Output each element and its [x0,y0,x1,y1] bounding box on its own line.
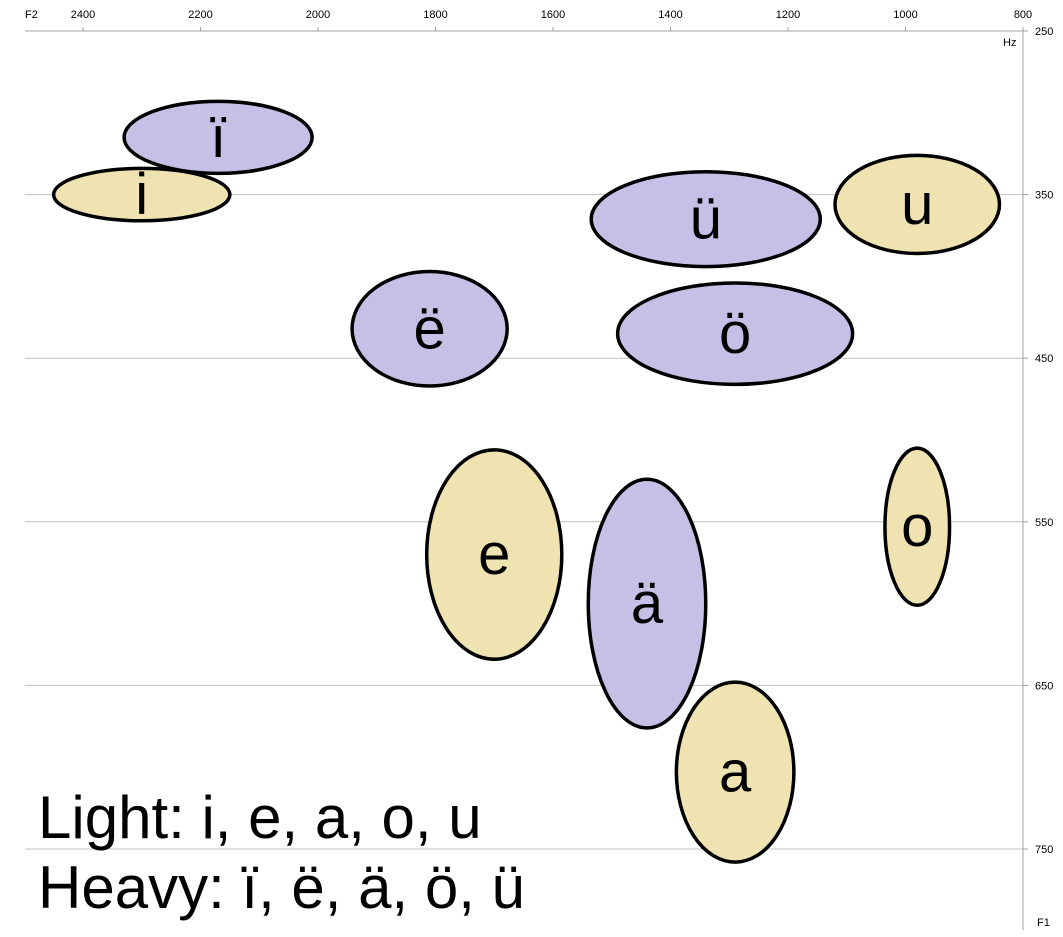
x-tick-label-2000: 2000 [306,9,330,21]
vowel-label: u [901,172,933,237]
x-tick-label-800: 800 [1014,9,1032,21]
vowel-label: ä [631,571,664,636]
vowel-light-u: u [833,153,1002,256]
y-tick-label-450: 450 [1035,353,1053,365]
vowel-label: o [901,494,933,559]
vowel-heavy-ï: ï [122,99,314,176]
vowel-label: e [478,522,510,587]
x-axis-ticks: 2400 2200 2000 1800 1600 1400 1200 1000 800 [71,9,1032,31]
y-tick-label-350: 350 [1035,190,1053,202]
vowel-ellipse [424,448,564,661]
x-tick-label-1400: 1400 [658,9,682,21]
y-axis-ticks: 250 350 450 550 650 750 [1023,26,1053,856]
vowel-heavy-ë: ë [350,269,509,388]
vowel-label: ï [210,105,226,170]
vowel-light-a: a [674,680,796,864]
x-tick-label-1800: 1800 [423,9,447,21]
legend: Light: i, e, a, o, u Heavy: ï, ë, ä, ö, … [38,784,525,921]
y-tick-label-250: 250 [1035,26,1053,38]
vowel-label: a [719,740,752,805]
vowel-label: ë [413,296,445,361]
vowel-ellipse [833,153,1002,256]
vowel-ellipse [615,281,855,387]
x-tick-label-2200: 2200 [188,9,212,21]
vowel-ellipse [350,269,509,388]
vowel-heavy-ü: ü [589,169,823,269]
y-axis-unit: Hz [1003,37,1016,49]
legend-heavy-line: Heavy: ï, ë, ä, ö, ü [38,854,525,921]
vowel-ellipse [674,680,796,864]
x-tick-label-2400: 2400 [71,9,95,21]
x-tick-label-1600: 1600 [541,9,565,21]
vowel-ellipse [51,166,232,223]
vowel-ellipse [586,477,708,730]
y-axis-label: F1 [1037,917,1050,929]
vowel-ellipse [589,169,823,269]
vowel-label: i [135,162,148,227]
y-tick-label-750: 750 [1035,844,1053,856]
x-tick-label-1000: 1000 [893,9,917,21]
axes [25,30,1024,930]
vowel-label: ü [690,187,722,252]
vowel-ellipse [883,446,952,607]
vowel-ellipse [122,99,314,176]
vowel-light-o: o [883,446,952,607]
x-tick-label-1200: 1200 [776,9,800,21]
legend-light-line: Light: i, e, a, o, u [38,784,482,851]
x-axis-label: F2 [25,9,38,21]
vowel-label: ö [719,301,751,366]
vowel-heavy-ö: ö [615,281,855,387]
vowel-heavy-ä: ä [586,477,708,730]
vowel-light-i: i [51,162,232,227]
y-tick-label-550: 550 [1035,517,1053,529]
y-tick-label-650: 650 [1035,680,1053,692]
vowel-light-e: e [424,448,564,661]
vowel-ellipses: i e a o u ï ë ä öü [51,99,1002,864]
